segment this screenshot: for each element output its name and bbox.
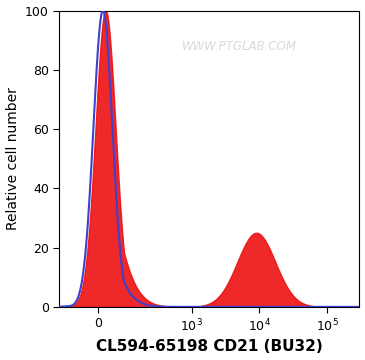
Text: WWW.PTGLAB.COM: WWW.PTGLAB.COM — [182, 40, 297, 53]
X-axis label: CL594-65198 CD21 (BU32): CL594-65198 CD21 (BU32) — [96, 339, 323, 355]
Y-axis label: Relative cell number: Relative cell number — [5, 87, 20, 230]
